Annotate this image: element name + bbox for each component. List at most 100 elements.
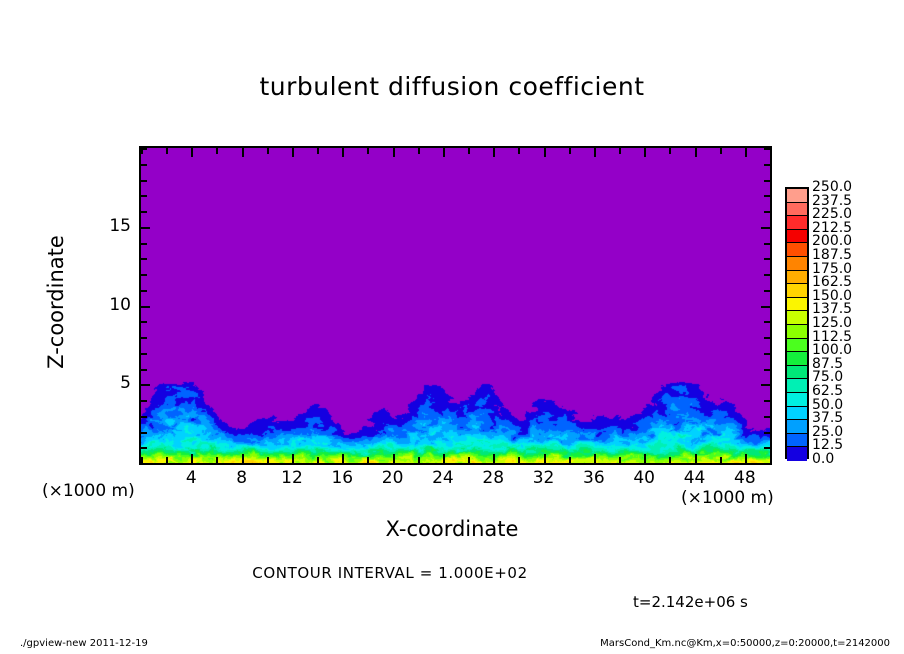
colorbar-band [787,270,807,285]
axis-tick [764,180,770,182]
axis-tick [669,457,671,463]
colorbar-band [787,189,807,203]
colorbar-tick-label: 12.5 [812,437,844,454]
axis-tick [393,454,395,463]
x-tick-label: 36 [583,468,605,488]
axis-tick [216,148,218,154]
axis-tick [141,432,147,434]
colorbar-tick-label: 225.0 [812,206,853,223]
axis-tick [669,148,671,154]
colorbar-band [787,433,807,448]
axis-tick [619,148,621,154]
axis-tick [267,457,269,463]
axis-tick [764,416,770,418]
axis-tick [443,148,445,157]
page-title: turbulent diffusion coefficient [259,72,645,101]
axis-tick [317,148,319,154]
contour-interval-text: CONTOUR INTERVAL = 1.000E+02 [252,564,528,582]
axis-tick [292,148,294,157]
x-axis-unit: (×1000 m) [681,488,774,508]
axis-tick [141,274,147,276]
x-tick-label: 4 [185,468,197,488]
axis-tick [594,454,596,463]
colorbar-band [787,392,807,407]
axis-tick [141,148,143,154]
colorbar-tick-label: 0.0 [812,451,835,467]
axis-tick [317,457,319,463]
x-tick-label: 32 [532,468,555,488]
axis-tick [764,258,770,260]
axis-tick [468,148,470,154]
axis-tick [644,148,646,157]
axis-tick [141,148,147,150]
axis-tick [418,457,420,463]
axis-tick [267,148,269,154]
colorbar-band [787,229,807,244]
colorbar-band [787,216,807,230]
axis-tick [141,211,147,213]
axis-tick [141,227,150,229]
footer-command: ./gpview-new 2011-12-19 [20,638,148,649]
x-tick-label: 40 [633,468,655,488]
axis-tick [191,454,193,463]
colorbar-tick-label: 250.0 [812,179,853,195]
axis-tick [518,148,520,154]
axis-tick [594,148,596,157]
axis-tick [216,457,218,463]
y-tick-label: 5 [120,373,131,394]
x-tick-label: 24 [432,468,454,488]
footer-dataset: MarsCond_Km.nc@Km,x=0:50000,z=0:20000,t=… [600,638,890,649]
axis-tick [764,369,770,371]
x-axis-label: X-coordinate [385,517,519,541]
colorbar-tick-label: 125.0 [812,315,853,331]
colorbar-tick-label: 212.5 [812,219,853,236]
axis-tick [764,337,770,339]
colorbar-tick-label: 137.5 [812,301,853,318]
colorbar-band [787,311,807,325]
axis-tick [493,148,495,157]
axis-tick [141,384,150,386]
colorbar-band [787,379,807,393]
x-tick-label: 48 [734,468,756,488]
axis-tick [141,463,147,465]
axis-tick [342,454,344,463]
axis-tick [764,195,770,197]
axis-tick [141,400,147,402]
axis-tick [141,321,147,323]
axis-tick [569,148,571,154]
axis-tick [141,416,147,418]
axis-tick [761,306,770,308]
axis-tick [342,148,344,157]
colorbar-tick-label: 100.0 [812,342,853,359]
colorbar-tick-label: 50.0 [812,396,844,413]
axis-tick [367,148,369,154]
axis-tick [720,148,722,154]
axis-tick [141,457,143,463]
x-tick-label: 16 [331,468,354,488]
axis-tick [770,148,772,154]
y-tick-label: 15 [109,215,131,236]
axis-tick [292,454,294,463]
axis-tick [393,148,395,157]
axis-tick [761,384,770,386]
colorbar-band [787,324,807,339]
x-tick-label: 44 [683,468,706,488]
turbulence-field-canvas [141,148,770,463]
colorbar-labels: 250.0 237.5 225.0 212.5 200.0 187.5 175.0 162.5… [812,179,872,467]
axis-tick [242,148,244,157]
colorbar-band [787,243,807,257]
axis-tick [764,321,770,323]
colorbar-band [787,447,807,461]
x-tick-label: 28 [482,468,505,488]
axis-tick [619,457,621,463]
time-stamp-text: t=2.142e+06 s [633,593,748,611]
colorbar-band [787,406,807,421]
axis-tick [141,447,147,449]
y-axis-unit: (×1000 m) [42,481,135,501]
axis-tick [764,148,770,150]
y-axis-label: Z-coordinate [44,235,68,369]
colorbar-band [787,202,807,217]
axis-tick [764,290,770,292]
colorbar-tick-label: 162.5 [812,274,853,291]
axis-tick [764,463,770,465]
